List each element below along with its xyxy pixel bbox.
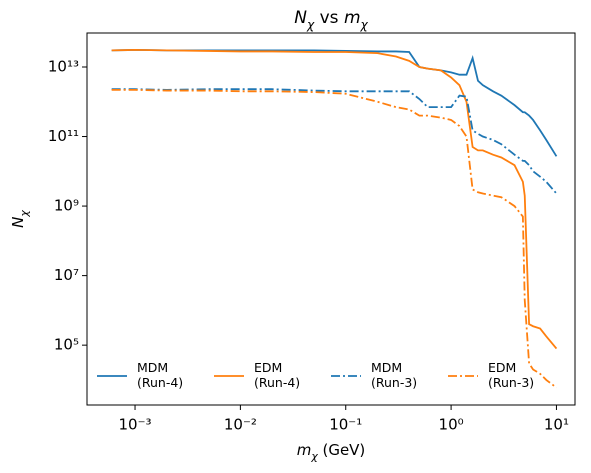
x-axis-label: mχ (GeV) bbox=[297, 441, 366, 463]
chart-title: Nχ vs mχ bbox=[294, 8, 368, 32]
y-tick-label: 10⁵ bbox=[54, 336, 79, 354]
x-tick-label: 10⁰ bbox=[439, 416, 464, 434]
y-tick-label: 10⁹ bbox=[54, 197, 79, 215]
x-tick-label: 10¹ bbox=[544, 416, 569, 434]
legend-label: MDM (Run-4) bbox=[137, 360, 183, 390]
y-axis-label: Nχ bbox=[9, 210, 31, 228]
x-tick-label: 10⁻² bbox=[224, 416, 257, 434]
y-tick-label: 10¹³ bbox=[48, 57, 79, 75]
y-tick-label: 10⁷ bbox=[54, 266, 79, 284]
series-line bbox=[111, 49, 558, 350]
series-line bbox=[111, 88, 557, 389]
x-tick-label: 10⁻¹ bbox=[329, 416, 362, 434]
series-line bbox=[111, 49, 558, 157]
plot-frame bbox=[86, 32, 576, 406]
series-line bbox=[111, 88, 558, 195]
legend-label: MDM (Run-3) bbox=[371, 360, 417, 390]
y-tick-label: 10¹¹ bbox=[48, 127, 79, 145]
x-tick-label: 10⁻³ bbox=[119, 416, 152, 434]
legend-label: EDM (Run-3) bbox=[488, 360, 534, 390]
legend-label: EDM (Run-4) bbox=[254, 360, 300, 390]
